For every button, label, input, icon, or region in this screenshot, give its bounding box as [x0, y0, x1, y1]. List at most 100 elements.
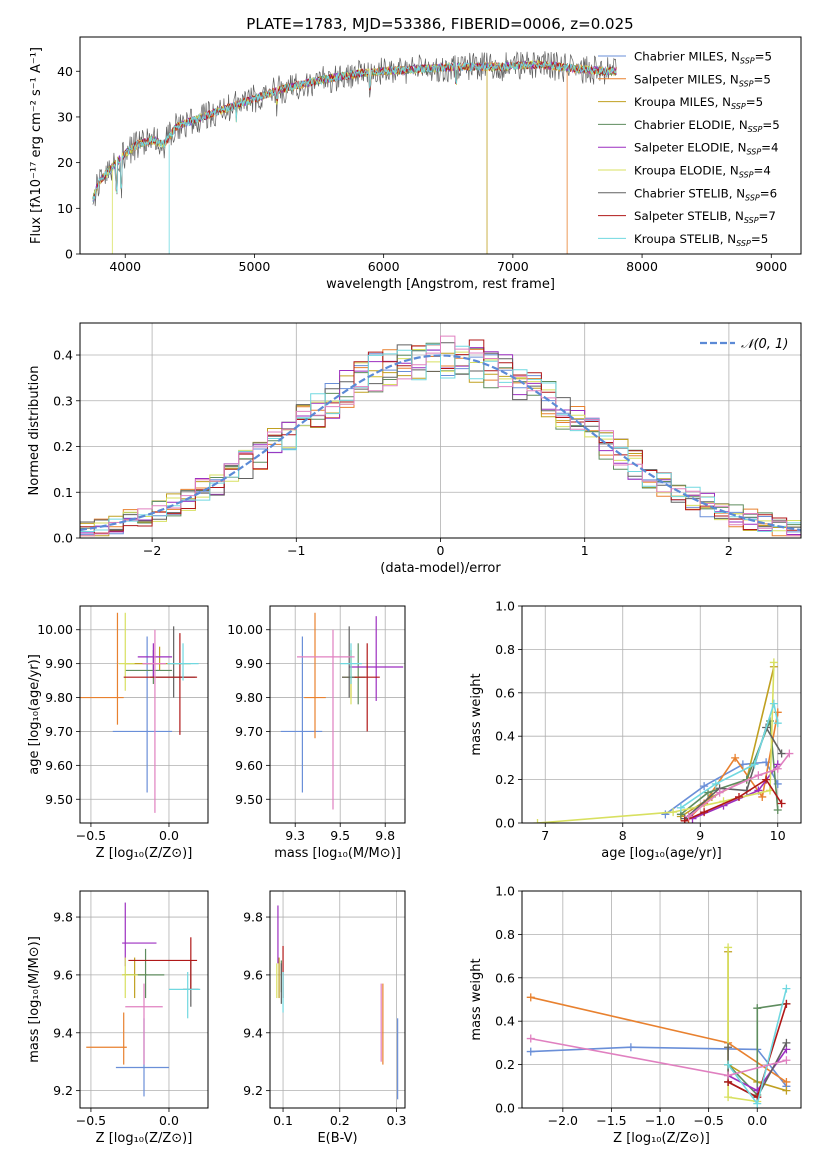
weight-marker [533, 819, 542, 823]
legend-label-sub: SSP [736, 239, 751, 248]
x-tick-label: 8000 [626, 259, 658, 274]
panel-weight-vs-age: 7 8 9 10 0.0 0.2 0.4 0.6 0.8 1.0 age [log₁₀(age/yr… [469, 599, 802, 861]
y-tick-label: 9.8 [53, 910, 73, 925]
legend-label-tail: =6 [760, 186, 777, 200]
y-tick-label: 9.50 [235, 792, 263, 807]
weight-marker [777, 749, 786, 758]
weight-marker [684, 812, 693, 821]
y-axis-label: mass weight [469, 958, 484, 1040]
x-tick-label: 8 [619, 828, 627, 843]
weight-marker [769, 699, 778, 708]
panel-age-vs-mass: 9.3 9.5 9.8 9.50 9.60 9.70 9.80 9.90 10.00 mass [… [227, 605, 406, 861]
y-tick-label: 30 [57, 109, 73, 124]
y-axis-label: Flux [fλ10⁻¹⁷ erg cm⁻² s⁻¹ A⁻¹] [29, 47, 44, 244]
weight-marker [669, 808, 678, 817]
legend-label-tail: =5 [753, 72, 770, 86]
legend-label-main: Salpeter STELIB, N [634, 209, 744, 223]
legend-label-tail: =5 [746, 95, 763, 109]
legend-label-tail: =5 [751, 232, 768, 246]
y-tick-label: 1.0 [495, 884, 515, 899]
legend-label-main: Chabrier MILES, N [634, 50, 740, 64]
legend-label-sub: SSP [746, 148, 761, 157]
legend-label-sub: SSP [745, 193, 760, 202]
axes-frame [269, 890, 406, 1109]
y-tick-label: 9.6 [243, 967, 263, 982]
weight-marker [724, 1043, 733, 1052]
x-axis-label: wavelength [Angstrom, rest frame] [326, 277, 555, 292]
weight-marker [724, 1060, 733, 1069]
weight-line-3 [727, 1003, 787, 1097]
figure-title: PLATE=1783, MJD=53386, FIBERID=0006, z=0… [246, 15, 633, 33]
legend-label-main: Kroupa STELIB, N [634, 232, 736, 246]
weight-marker [724, 1071, 733, 1080]
legend-label: Chabrier MILES, NSSP=5 [634, 50, 772, 66]
y-axis-label: Normed distribution [27, 366, 42, 496]
weight-marker [785, 749, 794, 758]
y-tick-label: 9.2 [53, 1083, 73, 1098]
x-tick-label: 7000 [497, 259, 529, 274]
x-axis-label: mass [log₁₀(M/M⊙)] [274, 846, 401, 861]
weight-marker [724, 943, 733, 952]
y-tick-label: 9.60 [45, 758, 73, 773]
panel-mass-vs-ebv: 0.1 0.2 0.3 9.2 9.4 9.6 9.8 E(B-V) [243, 890, 406, 1146]
y-tick-label: 9.80 [45, 690, 73, 705]
y-tick-label: 10.00 [37, 622, 73, 637]
legend-label: Salpeter STELIB, NSSP=7 [634, 209, 776, 225]
legend-label-sub: SSP [731, 102, 746, 111]
spectrum-line-5 [92, 60, 617, 254]
weight-marker [777, 799, 786, 808]
y-tick-label: 10.00 [227, 622, 263, 637]
spectrum-line-0 [92, 61, 617, 198]
x-axis-label: E(B-V) [317, 1131, 357, 1146]
y-axis-label: mass [log₁₀(M/M⊙)] [27, 936, 42, 1063]
weight-line-0 [530, 1046, 788, 1087]
legend-label-main: Salpeter ELODIE, N [634, 141, 746, 155]
x-tick-label: 0.2 [330, 1113, 350, 1128]
legend-label-main: Kroupa ELODIE, N [634, 164, 739, 178]
spectrum-line-4 [92, 60, 617, 202]
legend-label-tail: =5 [762, 118, 779, 132]
legend-label-main: Chabrier STELIB, N [634, 186, 745, 200]
axes-frame [79, 605, 209, 824]
legend-label: Chabrier ELODIE, NSSP=5 [634, 118, 780, 134]
panel-residuals: −2 −1 0 1 2 0.0 0.1 0.2 0.3 0.4 (data-model)/error… [27, 322, 802, 576]
histogram-step-9 [80, 335, 801, 537]
normal-curve [80, 354, 801, 532]
x-axis-label: (data-model)/error [380, 561, 501, 576]
weight-marker [676, 803, 685, 812]
legend-label-sub: SSP [739, 171, 754, 180]
plot-area [526, 943, 791, 1108]
y-tick-label: 9.8 [243, 910, 263, 925]
y-tick-label: 0.3 [53, 393, 73, 408]
y-tick-label: 9.2 [243, 1083, 263, 1098]
axes-frame [521, 890, 802, 1109]
y-tick-label: 20 [57, 155, 73, 170]
y-tick-label: 0.8 [495, 927, 515, 942]
spectrum-line-3 [92, 59, 617, 200]
x-tick-label: −0.5 [76, 1113, 106, 1128]
weight-marker [753, 1004, 762, 1013]
y-axis-label: mass weight [469, 673, 484, 755]
plot-area [92, 51, 617, 254]
weight-marker [758, 792, 767, 801]
y-tick-label: 9.70 [235, 724, 263, 739]
plot-area [276, 905, 399, 1100]
y-tick-label: 0.8 [495, 642, 515, 657]
weight-marker [769, 658, 778, 667]
weight-marker [700, 808, 709, 817]
weight-marker [782, 999, 791, 1008]
x-tick-label: 9.5 [330, 828, 350, 843]
plot-area [80, 335, 801, 537]
y-tick-label: 0.1 [53, 485, 73, 500]
x-tick-label: 9.3 [285, 828, 305, 843]
x-tick-label: 0 [437, 543, 445, 558]
x-axis-label: Z [log₁₀(Z/Z⊙)] [96, 1131, 193, 1146]
weight-marker [711, 779, 720, 788]
legend-label: Salpeter ELODIE, NSSP=4 [634, 141, 779, 157]
legend-label-sub: SSP [748, 125, 763, 134]
y-tick-label: 0.0 [53, 531, 73, 546]
weight-marker [782, 1038, 791, 1047]
x-tick-label: −0.5 [693, 1113, 723, 1128]
